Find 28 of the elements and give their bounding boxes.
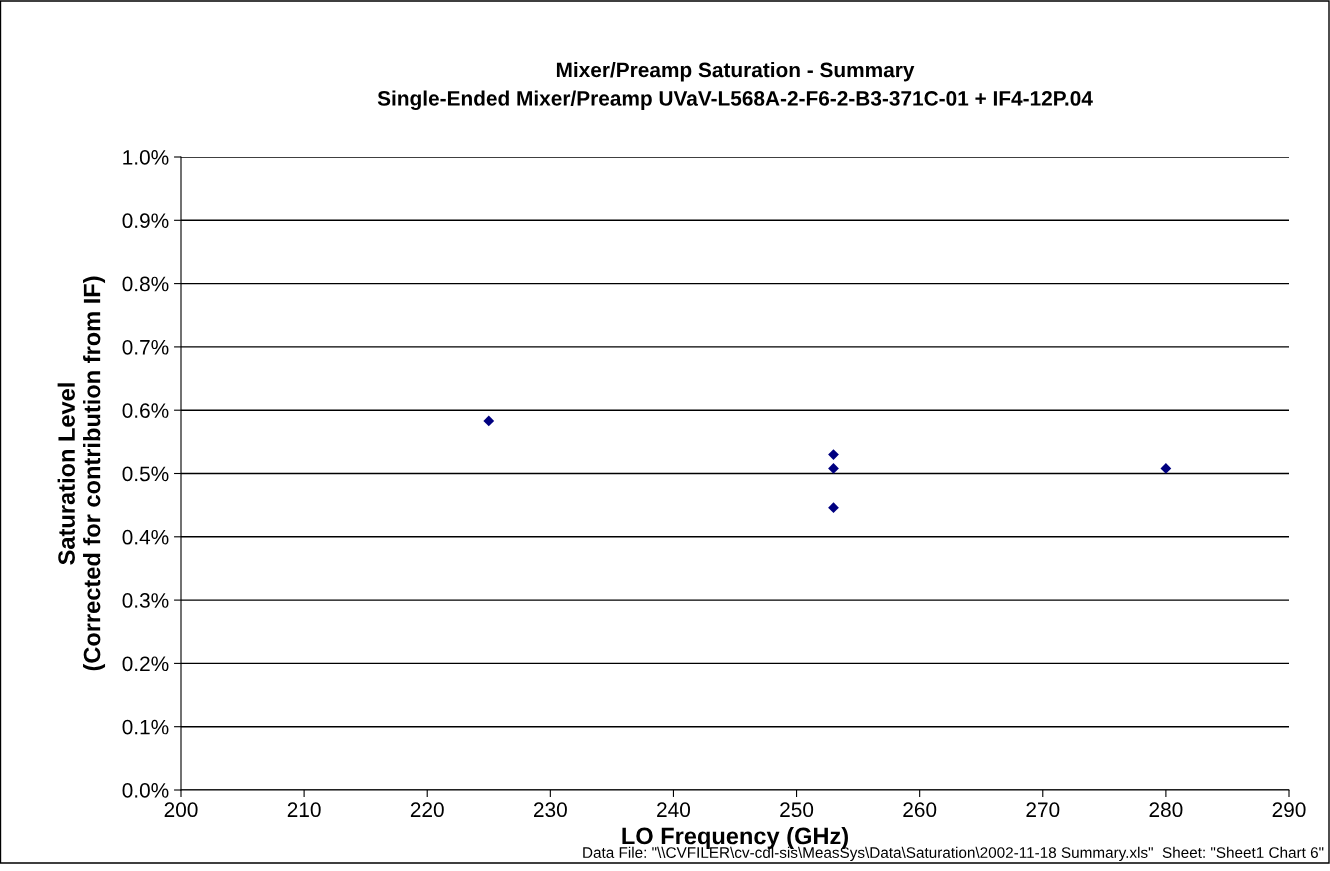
y-tick-label: 0.3% <box>122 593 169 608</box>
y-axis-title: Saturation Level (Corrected for contribution from IF) <box>57 276 106 671</box>
point <box>483 415 495 427</box>
x-tick-label: 250 <box>780 802 814 818</box>
y-tick-label: 0.5% <box>122 466 169 482</box>
point <box>828 449 839 460</box>
point <box>828 502 839 514</box>
y-tick-label: 1.0% <box>123 150 169 165</box>
y-tick-label: 0.1% <box>122 719 169 735</box>
x-tick-label: 200 <box>164 802 198 818</box>
y-tick-label: 0.8% <box>122 276 169 292</box>
x-tick-label: 270 <box>1026 802 1060 818</box>
y-tick-label: 0.6% <box>122 403 169 418</box>
y-tick-label: 0.9% <box>122 213 169 229</box>
point <box>828 463 839 474</box>
x-tick-label: 230 <box>534 802 567 818</box>
x-tick-label: 260 <box>903 802 937 818</box>
x-tick-label: 280 <box>1149 802 1183 818</box>
y-tick-label: 0.4% <box>122 529 169 545</box>
chart-title: Mixer/Preamp Saturation - Summary Single-Ended Mixer/Preamp UVaV-L568A-2-F6-2-B3-371C-01 + IF4-12P.04 <box>377 62 1093 110</box>
point <box>1160 463 1172 474</box>
x-tick-label: 210 <box>287 802 321 818</box>
y-tick-label: 0.2% <box>122 656 169 672</box>
x-tick-label: 290 <box>1272 802 1306 818</box>
x-tick-label: 240 <box>657 802 691 818</box>
y-tick-label: 0.7% <box>122 339 169 355</box>
y-tick-label: 0.0% <box>122 783 169 798</box>
x-tick-label: 220 <box>410 802 444 818</box>
